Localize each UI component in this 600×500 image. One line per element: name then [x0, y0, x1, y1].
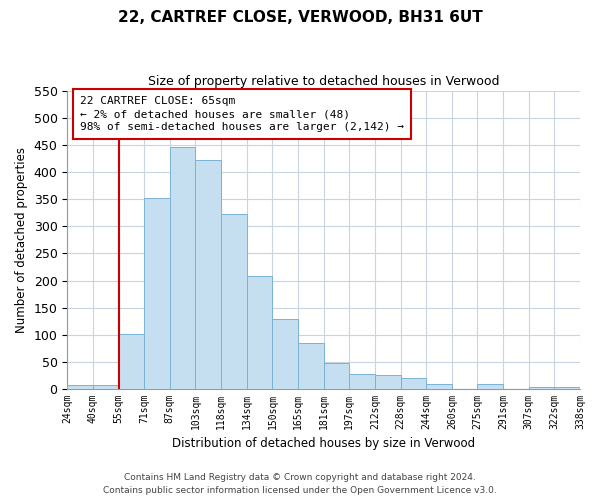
- Bar: [426, 384, 452, 389]
- Bar: [554, 386, 580, 389]
- Bar: [529, 386, 554, 389]
- Bar: [401, 378, 426, 389]
- Bar: [170, 147, 196, 389]
- Bar: [67, 386, 93, 389]
- Text: Contains HM Land Registry data © Crown copyright and database right 2024.
Contai: Contains HM Land Registry data © Crown c…: [103, 473, 497, 495]
- Bar: [349, 374, 375, 389]
- Bar: [93, 385, 119, 389]
- Bar: [247, 276, 272, 389]
- Bar: [119, 334, 144, 389]
- Text: 22 CARTREF CLOSE: 65sqm
← 2% of detached houses are smaller (48)
98% of semi-det: 22 CARTREF CLOSE: 65sqm ← 2% of detached…: [80, 96, 404, 132]
- Y-axis label: Number of detached properties: Number of detached properties: [15, 147, 28, 333]
- Bar: [298, 343, 323, 389]
- Bar: [375, 375, 401, 389]
- Bar: [272, 319, 298, 389]
- Bar: [144, 198, 170, 389]
- Bar: [221, 214, 247, 389]
- Bar: [478, 384, 503, 389]
- Text: 22, CARTREF CLOSE, VERWOOD, BH31 6UT: 22, CARTREF CLOSE, VERWOOD, BH31 6UT: [118, 10, 482, 25]
- Bar: [196, 160, 221, 389]
- Title: Size of property relative to detached houses in Verwood: Size of property relative to detached ho…: [148, 75, 499, 88]
- X-axis label: Distribution of detached houses by size in Verwood: Distribution of detached houses by size …: [172, 437, 475, 450]
- Bar: [323, 363, 349, 389]
